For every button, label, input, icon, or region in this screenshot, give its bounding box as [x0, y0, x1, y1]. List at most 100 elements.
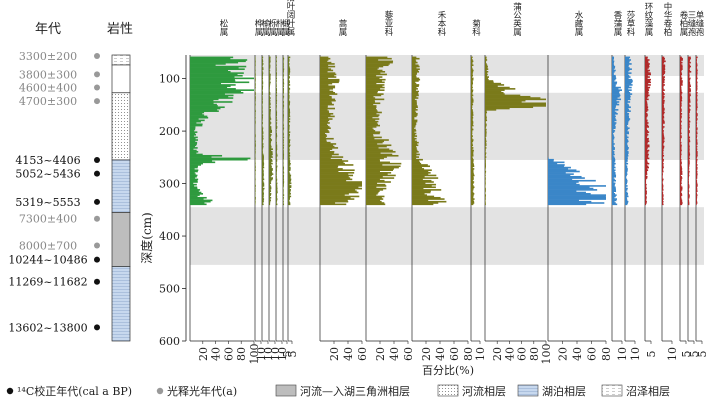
- pollen-bar: [688, 99, 691, 102]
- pollen-bar: [412, 186, 436, 189]
- pollen-bar: [412, 143, 418, 145]
- pollen-bar: [645, 170, 648, 173]
- pollen-bar: [485, 133, 487, 136]
- pollen-bar: [190, 101, 233, 103]
- pollen-bar: [320, 178, 353, 181]
- pollen-bar: [366, 115, 379, 118]
- pollen-bar: [269, 127, 272, 130]
- pollen-bar: [696, 103, 698, 106]
- pollen-bar: [662, 73, 665, 76]
- pollen-bar: [262, 173, 264, 175]
- pollen-bar: [262, 98, 263, 101]
- pollen-bar: [366, 109, 377, 111]
- pollen-bar: [366, 94, 382, 97]
- pollen-bar: [625, 161, 627, 164]
- pollen-bar: [412, 196, 441, 199]
- pollen-bar: [662, 98, 664, 101]
- pollen-bar: [320, 126, 330, 128]
- pollen-bar: [320, 116, 329, 119]
- pollen-bar: [320, 74, 335, 77]
- pollen-bar: [612, 89, 622, 91]
- pollen-bar: [283, 147, 284, 149]
- pollen-bar: [612, 161, 615, 164]
- pollen-bar: [190, 169, 199, 171]
- pollen-bar: [366, 73, 387, 76]
- pollen-bar: [645, 64, 650, 67]
- pollen-bar: [471, 107, 473, 110]
- pollen-bar: [255, 63, 256, 65]
- pollen-bar: [645, 76, 650, 78]
- pollen-bar: [288, 182, 292, 185]
- pollen-bar: [471, 190, 473, 192]
- pollen-bar: [625, 106, 631, 109]
- pollen-bar: [696, 126, 697, 128]
- pollen-bar: [471, 149, 474, 152]
- pollen-bar: [320, 107, 335, 110]
- pollen-bar: [276, 164, 277, 166]
- pollen-bar: [485, 195, 486, 198]
- pollen-bar: [625, 114, 629, 116]
- pollen-bar: [688, 168, 690, 170]
- pollen-bar: [412, 149, 418, 152]
- pollen-bar: [288, 106, 290, 109]
- pollen-bar: [612, 116, 616, 119]
- pollen-bar: [288, 162, 291, 165]
- pollen-bar: [662, 72, 666, 74]
- pollen-bar: [412, 84, 420, 86]
- pollen-bar: [412, 85, 419, 88]
- pollen-bar: [320, 198, 355, 200]
- pollen-bar: [288, 102, 290, 105]
- pollen-bar: [255, 165, 256, 168]
- pollen-bar: [288, 143, 290, 145]
- pollen-bar: [612, 178, 615, 181]
- pollen-bar: [662, 152, 664, 154]
- pollen-bar: [680, 78, 682, 81]
- pollen-bar: [366, 106, 377, 109]
- pollen-bar: [471, 147, 474, 149]
- pollen-bar: [190, 162, 203, 165]
- pollen-bar: [688, 71, 692, 73]
- pollen-bar: [288, 151, 290, 153]
- pollen-bar: [262, 76, 263, 78]
- pollen-bar: [485, 95, 531, 98]
- pollen-bar: [485, 120, 486, 123]
- pollen-bar: [255, 122, 256, 124]
- pollen-bar: [485, 147, 487, 149]
- pollen-bar: [680, 186, 683, 189]
- pollen-bar: [485, 72, 487, 74]
- pollen-bar: [471, 120, 474, 123]
- pollen-bar: [320, 156, 344, 158]
- pollen-bar: [288, 191, 291, 194]
- pollen-bar: [688, 89, 691, 91]
- pollen-bar: [262, 166, 265, 169]
- pollen-bar: [485, 69, 487, 72]
- pollen-bar: [696, 152, 698, 154]
- pollen-bar: [696, 168, 698, 170]
- pollen-bar: [680, 80, 683, 82]
- pollen-bar: [645, 110, 648, 112]
- pollen-bar: [262, 99, 263, 102]
- pollen-bar: [276, 196, 278, 199]
- taxon-name: 卷柏属: [678, 10, 688, 37]
- taxon-name: 其它落叶阔叶属: [285, 0, 295, 37]
- pollen-bar: [288, 147, 290, 149]
- pollen-bar: [283, 68, 285, 70]
- pollen-bar: [288, 82, 290, 85]
- panel-tick-label: 10: [616, 347, 629, 361]
- pollen-bar: [625, 56, 631, 59]
- pollen-bar: [485, 132, 487, 135]
- pollen-bar: [612, 101, 620, 103]
- pollen-bar: [680, 97, 683, 99]
- pollen-bar: [366, 132, 380, 135]
- pollen-bar: [255, 93, 256, 95]
- pollen-bar: [645, 177, 648, 179]
- lithology-unit-lake: [111, 266, 131, 342]
- pollen-bar: [255, 196, 256, 199]
- panel-tick-label: 40: [571, 347, 584, 361]
- pollen-bar: [680, 132, 682, 135]
- pollen-bar: [288, 68, 291, 70]
- pollen-bar: [283, 56, 284, 59]
- pollen-bar: [366, 72, 381, 74]
- pollen-bar: [485, 59, 488, 61]
- pollen-bar: [276, 139, 277, 141]
